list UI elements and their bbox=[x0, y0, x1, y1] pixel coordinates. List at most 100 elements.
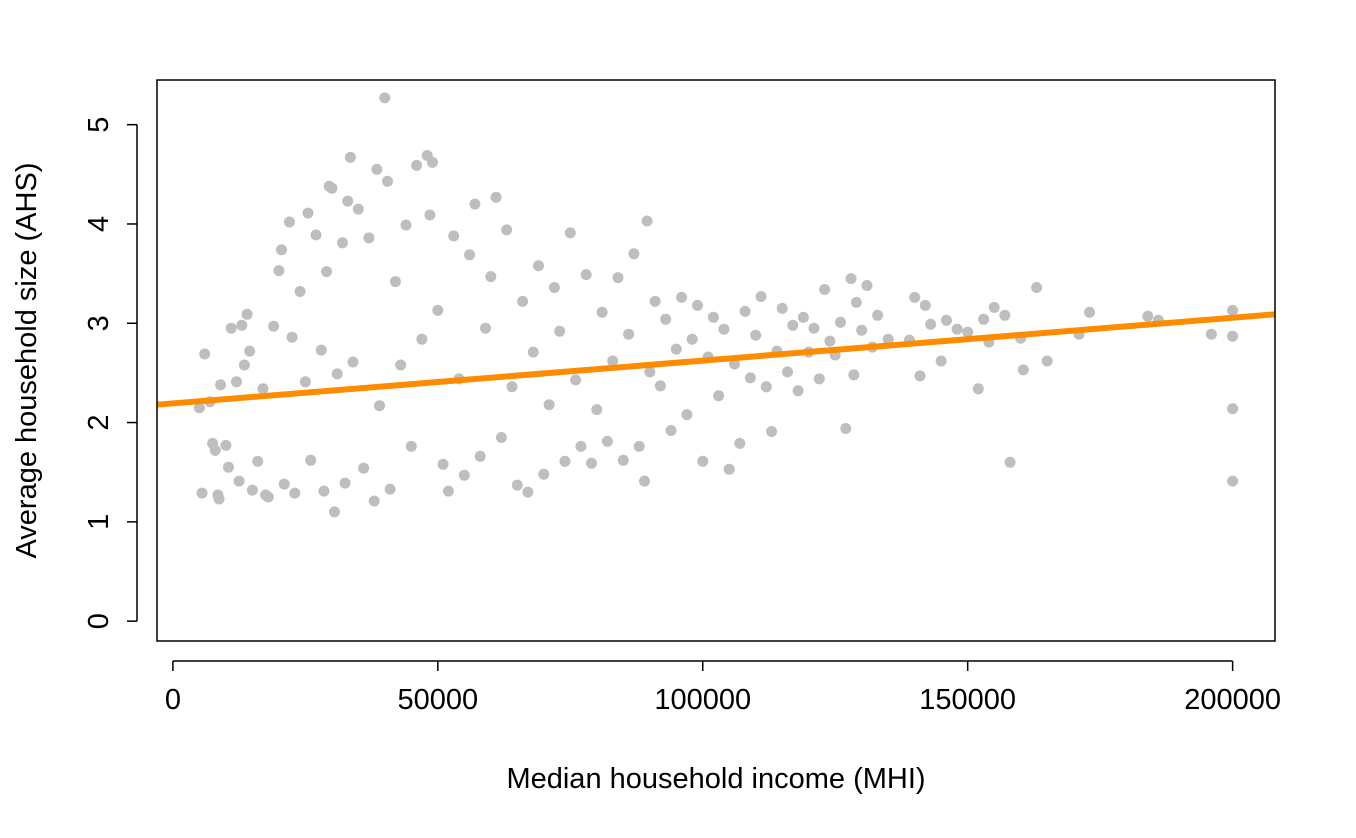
data-point bbox=[517, 295, 529, 307]
data-point bbox=[617, 454, 629, 466]
data-point bbox=[760, 381, 772, 393]
data-point bbox=[299, 376, 311, 388]
data-point bbox=[416, 333, 428, 345]
data-point bbox=[278, 478, 290, 490]
data-point bbox=[972, 383, 984, 395]
scatter-points bbox=[193, 92, 1239, 518]
plot-frame bbox=[156, 79, 1276, 642]
data-point bbox=[241, 308, 253, 320]
data-point bbox=[305, 454, 317, 466]
data-point bbox=[1041, 355, 1053, 367]
data-point bbox=[824, 335, 836, 347]
data-point bbox=[209, 444, 221, 456]
y-tick-label: 0 bbox=[83, 613, 115, 629]
data-point bbox=[633, 440, 645, 452]
data-point bbox=[850, 296, 862, 308]
data-point bbox=[257, 383, 269, 395]
data-point bbox=[1227, 403, 1239, 415]
data-point bbox=[607, 355, 619, 367]
data-point bbox=[490, 191, 502, 203]
data-point bbox=[665, 425, 677, 436]
data-point bbox=[231, 376, 242, 388]
data-point bbox=[464, 249, 476, 261]
data-point bbox=[644, 366, 656, 378]
data-point bbox=[792, 385, 804, 397]
y-tick-label: 4 bbox=[83, 216, 115, 232]
data-point bbox=[538, 468, 550, 480]
data-point bbox=[252, 455, 264, 467]
data-point bbox=[1031, 282, 1043, 293]
data-point bbox=[580, 269, 592, 281]
data-point bbox=[352, 203, 364, 215]
data-point bbox=[527, 346, 539, 358]
data-point bbox=[358, 462, 370, 474]
data-point bbox=[395, 359, 407, 371]
data-point bbox=[246, 484, 258, 496]
data-point bbox=[506, 381, 518, 393]
data-point bbox=[612, 272, 624, 284]
data-point bbox=[707, 311, 719, 323]
data-point bbox=[315, 344, 327, 356]
data-point bbox=[522, 486, 534, 498]
data-point bbox=[591, 404, 603, 416]
data-point bbox=[400, 219, 412, 231]
data-point bbox=[660, 313, 672, 325]
x-axis: 0 50000 100000 150000 200000 bbox=[165, 660, 1281, 716]
data-point bbox=[236, 319, 248, 331]
data-point bbox=[787, 319, 799, 331]
data-point bbox=[670, 343, 682, 355]
data-point bbox=[326, 182, 338, 194]
data-point bbox=[318, 485, 330, 497]
data-point bbox=[331, 368, 343, 380]
data-point bbox=[723, 463, 735, 475]
data-point bbox=[347, 356, 359, 368]
data-point bbox=[329, 506, 340, 518]
data-point bbox=[458, 469, 470, 481]
data-point bbox=[925, 318, 937, 330]
data-point bbox=[808, 322, 820, 334]
data-point bbox=[766, 426, 778, 437]
data-point bbox=[302, 207, 314, 219]
data-point bbox=[692, 299, 703, 311]
data-point bbox=[382, 175, 393, 187]
data-point bbox=[432, 304, 444, 316]
data-point bbox=[1227, 330, 1239, 342]
data-point bbox=[988, 301, 1000, 313]
data-point bbox=[225, 322, 237, 334]
data-point bbox=[193, 402, 205, 414]
data-point bbox=[284, 216, 295, 228]
data-point bbox=[962, 326, 974, 338]
data-point bbox=[310, 229, 322, 241]
data-point bbox=[262, 491, 274, 503]
x-tick-label: 200000 bbox=[1184, 684, 1281, 716]
data-point bbox=[681, 409, 693, 421]
data-point bbox=[951, 323, 963, 335]
data-point bbox=[575, 440, 587, 452]
data-point bbox=[718, 323, 730, 335]
data-point bbox=[213, 493, 225, 505]
data-point bbox=[233, 475, 245, 487]
data-point bbox=[797, 311, 809, 323]
data-point bbox=[856, 324, 868, 336]
data-point bbox=[196, 487, 208, 499]
data-point bbox=[276, 244, 287, 256]
data-point bbox=[442, 485, 454, 497]
data-point bbox=[384, 483, 396, 495]
data-point bbox=[501, 224, 513, 236]
data-point bbox=[273, 265, 285, 277]
data-point bbox=[389, 276, 401, 288]
data-point bbox=[909, 291, 921, 303]
data-point bbox=[286, 331, 298, 343]
y-axis-title: Average household size (AHS) bbox=[11, 162, 43, 558]
data-point bbox=[485, 271, 497, 283]
data-point bbox=[405, 440, 417, 452]
x-tick-label: 100000 bbox=[654, 684, 751, 716]
data-point bbox=[713, 390, 725, 402]
data-point bbox=[344, 151, 356, 163]
data-point bbox=[554, 325, 566, 337]
regression-fit-line bbox=[156, 311, 1276, 408]
data-point bbox=[469, 198, 481, 210]
data-point bbox=[1227, 304, 1239, 316]
data-point bbox=[919, 299, 931, 311]
